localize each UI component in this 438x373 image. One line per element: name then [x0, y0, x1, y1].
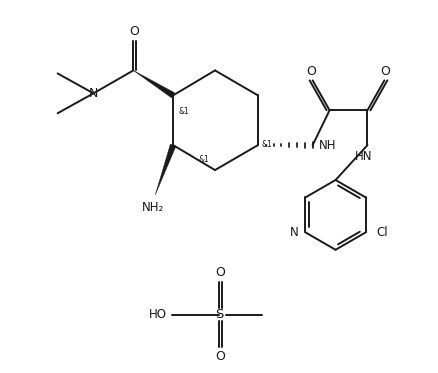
Text: Cl: Cl: [377, 226, 389, 239]
Text: S: S: [215, 308, 223, 321]
Text: HN: HN: [355, 150, 372, 163]
Text: HO: HO: [149, 308, 167, 321]
Text: O: O: [307, 65, 317, 78]
Polygon shape: [155, 144, 176, 195]
Text: &1: &1: [262, 140, 272, 149]
Polygon shape: [133, 70, 175, 98]
Text: O: O: [215, 350, 225, 363]
Text: NH: NH: [318, 139, 336, 152]
Text: O: O: [381, 65, 390, 78]
Text: &1: &1: [178, 107, 189, 116]
Text: O: O: [215, 266, 225, 279]
Text: NH₂: NH₂: [142, 201, 164, 214]
Text: &1: &1: [198, 155, 209, 164]
Text: N: N: [290, 226, 298, 239]
Text: N: N: [89, 87, 98, 100]
Text: O: O: [129, 25, 139, 38]
